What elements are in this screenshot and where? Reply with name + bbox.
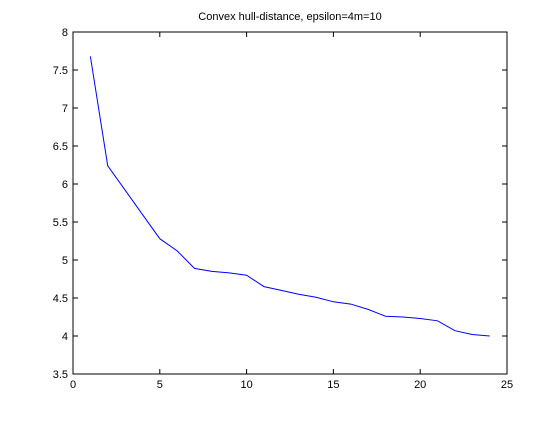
x-tick-label: 15 — [327, 379, 339, 391]
y-tick-label: 8 — [62, 27, 68, 39]
x-tick-label: 0 — [70, 379, 76, 391]
y-tick-label: 7.5 — [53, 65, 68, 77]
x-tick-label: 25 — [501, 379, 513, 391]
chart-title: Convex hull-distance, epsilon=4m=10 — [198, 11, 381, 23]
y-tick-label: 5.5 — [53, 217, 68, 229]
x-tick-label: 20 — [414, 379, 426, 391]
y-tick-label: 3.5 — [53, 369, 68, 381]
ticks: 0 5 10 15 20 25 3.5 4 4.5 5 5.5 6 6.5 7 7.5 8 — [53, 27, 513, 391]
x-tick-label: 10 — [240, 379, 252, 391]
axes — [72, 31, 508, 375]
y-tick-label: 6 — [62, 179, 68, 191]
y-tick-label: 4 — [62, 331, 68, 343]
series-layer — [89, 56, 490, 337]
y-tick-label: 7 — [62, 103, 68, 115]
y-tick-label: 5 — [62, 255, 68, 267]
x-tick-label: 5 — [157, 379, 163, 391]
series-line — [89, 56, 490, 337]
y-tick-label: 6.5 — [53, 141, 68, 153]
y-tick-label: 4.5 — [53, 293, 68, 305]
plot-frame — [72, 31, 508, 375]
